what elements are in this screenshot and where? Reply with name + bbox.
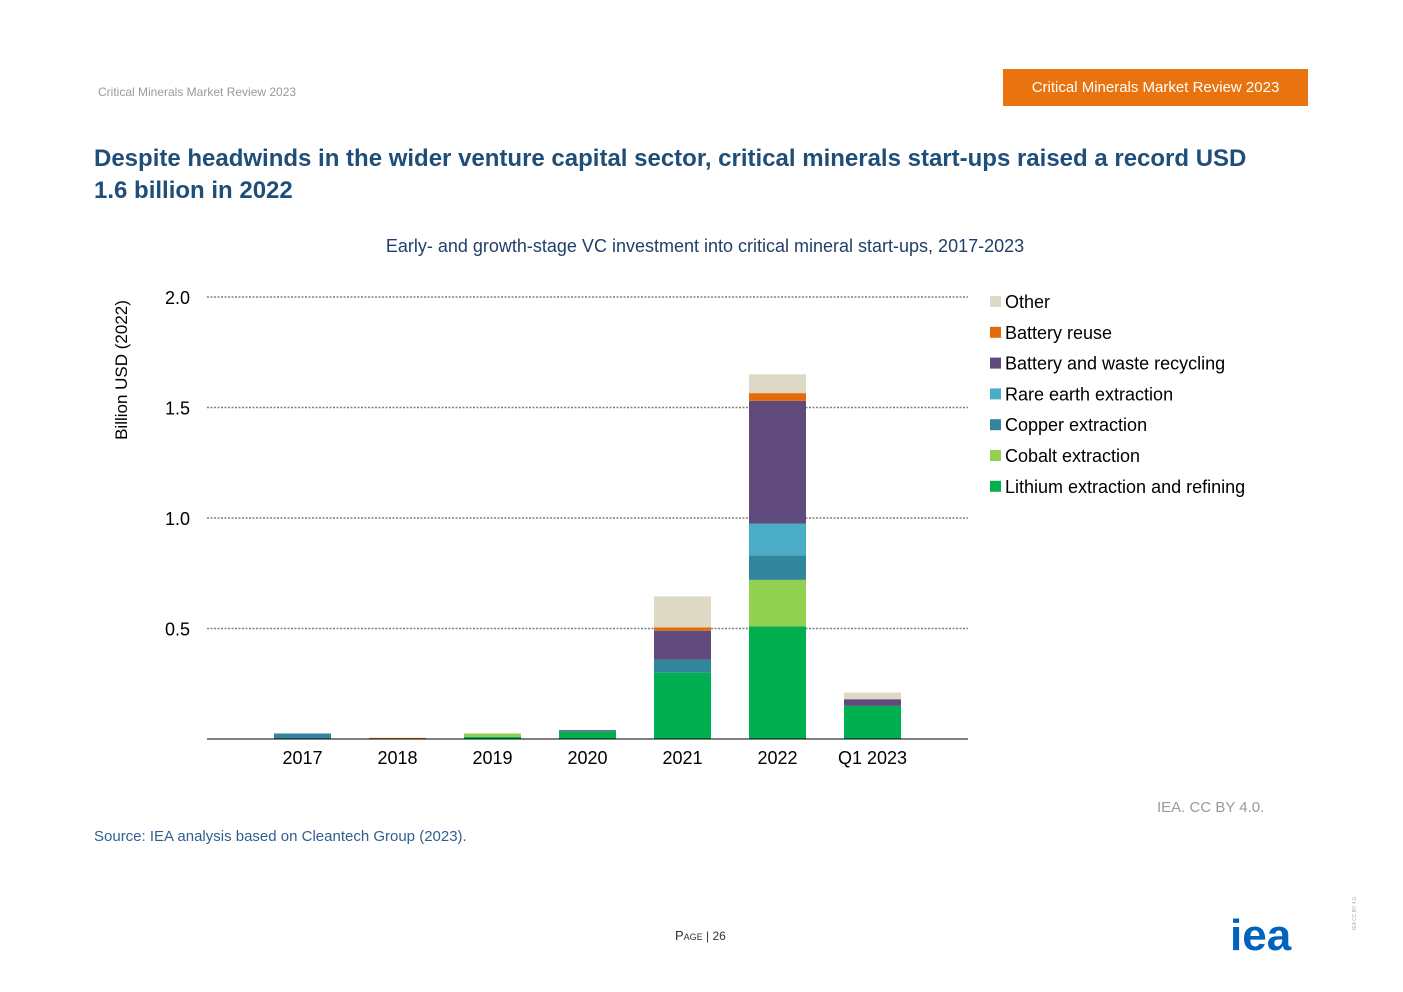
page-number: Page | 26 — [675, 928, 726, 943]
legend-label: Rare earth extraction — [1005, 384, 1173, 404]
stacked-bar-chart: 0.5 1.0 1.5 2.0 Billion USD (2022) 2017 2018 20… — [112, 288, 1245, 768]
bar-segment — [749, 400, 806, 524]
legend-swatch — [990, 450, 1001, 461]
y-axis-label: Billion USD (2022) — [112, 300, 131, 440]
x-tick-label: 2019 — [472, 748, 512, 768]
x-tick-label: 2017 — [282, 748, 322, 768]
legend-swatch — [990, 480, 1001, 492]
chart-title: Early- and growth-stage VC investment in… — [385, 236, 1025, 256]
x-tick-label: 2022 — [757, 748, 797, 768]
bar-segment — [559, 730, 616, 732]
bar-segment — [369, 737, 426, 739]
page-title: Despite headwinds in the wider venture c… — [94, 145, 1247, 204]
bar-segment — [749, 523, 806, 556]
bar-segment — [844, 692, 901, 700]
source-note: Source: IEA analysis based on Cleantech … — [94, 828, 467, 845]
bar-segment — [749, 555, 806, 580]
y-tick-label: 1.5 — [165, 399, 190, 419]
legend-label: Other — [1005, 292, 1050, 312]
x-tick-label: 2020 — [567, 748, 607, 768]
header-badge: Critical Minerals Market Review 2023 — [1003, 69, 1308, 106]
license-credit: IEA. CC BY 4.0. — [1157, 799, 1265, 816]
legend-swatch — [990, 357, 1001, 369]
bar-segment — [749, 626, 806, 739]
x-tick-label: 2018 — [377, 748, 417, 768]
header-report-name: Critical Minerals Market Review 2023 — [98, 85, 297, 99]
legend-swatch — [990, 326, 1001, 338]
page-number-value: 26 — [712, 929, 726, 943]
bar-segment — [274, 733, 331, 739]
y-tick-label: 2.0 — [165, 288, 190, 308]
legend-swatch — [990, 388, 1001, 400]
y-tick-label: 0.5 — [165, 620, 190, 640]
legend-label: Cobalt extraction — [1005, 446, 1140, 466]
bar-segment — [749, 393, 806, 401]
side-license: IEA CC BY 4.0. — [1352, 895, 1358, 930]
bar-segment — [654, 672, 711, 739]
bar-segment — [654, 627, 711, 631]
legend-label: Copper extraction — [1005, 415, 1147, 435]
iea-logo-text: iea — [1230, 916, 1292, 954]
bar-segment — [559, 731, 616, 739]
bar-segment — [844, 705, 901, 739]
bar-segment — [749, 579, 806, 627]
bar-segment — [749, 374, 806, 394]
x-tick-label: 2021 — [662, 748, 702, 768]
bar-segment — [654, 596, 711, 628]
legend-swatch — [990, 296, 1001, 307]
page-label: Page — [675, 928, 703, 943]
page-separator: | — [702, 929, 713, 943]
bar-segment — [654, 659, 711, 673]
legend-swatch — [990, 419, 1001, 431]
bar-segment — [654, 630, 711, 660]
bar-segment — [464, 733, 521, 737]
legend-label: Lithium extraction and refining — [1005, 477, 1245, 497]
x-tick-label: Q1 2023 — [838, 748, 907, 768]
bar-segment — [464, 736, 521, 739]
y-tick-label: 1.0 — [165, 509, 190, 529]
legend-label: Battery and waste recycling — [1005, 354, 1225, 374]
legend-label: Battery reuse — [1005, 323, 1112, 343]
bar-segment — [844, 699, 901, 706]
iea-logo: iea — [1230, 916, 1292, 954]
